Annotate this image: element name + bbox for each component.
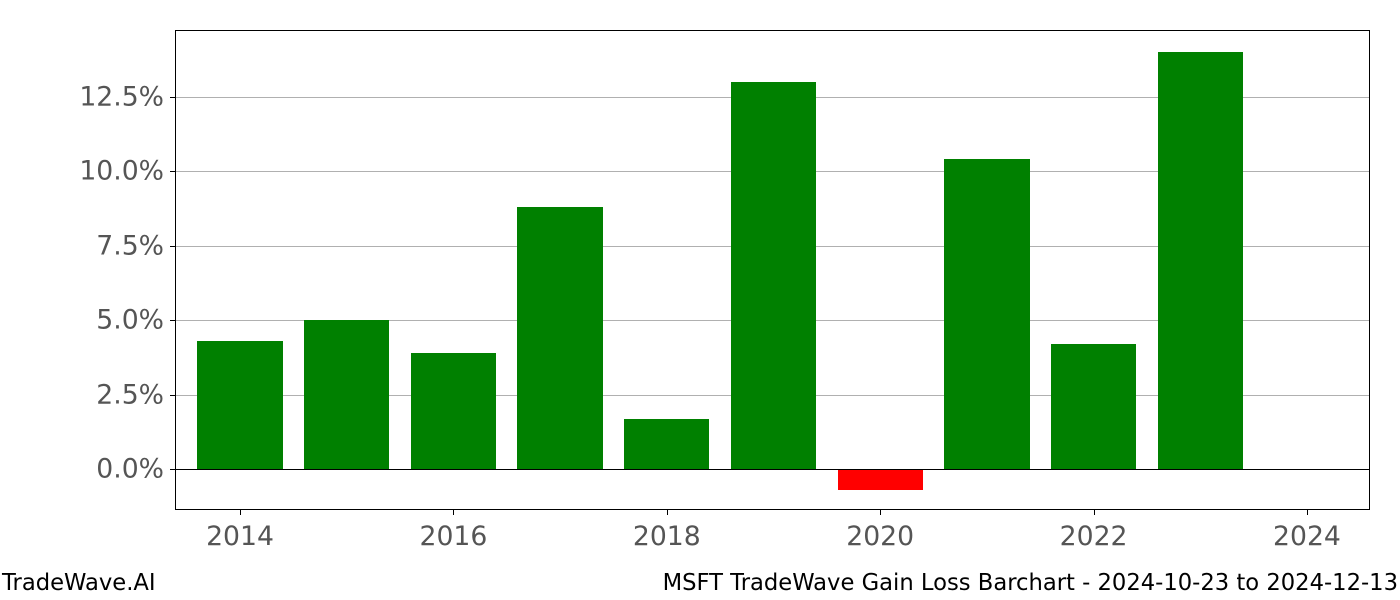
bar [1051,344,1136,469]
y-tick-label: 12.5% [79,81,176,112]
gain-loss-barchart: 0.0% 2.5% 5.0% 7.5% 10.0% 12.5% 2014 2016 2018 20… [0,0,1400,600]
footer-left-brand: TradeWave.AI [2,570,156,596]
x-tick-label: 2018 [633,509,701,552]
x-tick-label: 2014 [206,509,274,552]
bar [624,419,709,470]
bar [304,320,389,469]
y-tick-label: 5.0% [96,305,176,336]
plot-area: 0.0%2.5%5.0%7.5%10.0%12.5%20142016201820… [175,30,1370,510]
footer-right-caption: MSFT TradeWave Gain Loss Barchart - 2024… [663,570,1398,596]
bar [517,207,602,469]
bar [411,353,496,469]
y-tick-label: 0.0% [96,454,176,485]
bar [197,341,282,469]
bar [731,82,816,470]
y-tick-label: 2.5% [96,379,176,410]
bar [1158,52,1243,469]
x-tick-label: 2020 [846,509,914,552]
x-tick-label: 2016 [419,509,487,552]
zero-baseline [176,469,1369,470]
bar [944,159,1029,469]
y-tick-label: 10.0% [79,156,176,187]
x-tick-label: 2022 [1060,509,1128,552]
y-tick-label: 7.5% [96,230,176,261]
bar [838,469,923,490]
x-tick-label: 2024 [1273,509,1341,552]
